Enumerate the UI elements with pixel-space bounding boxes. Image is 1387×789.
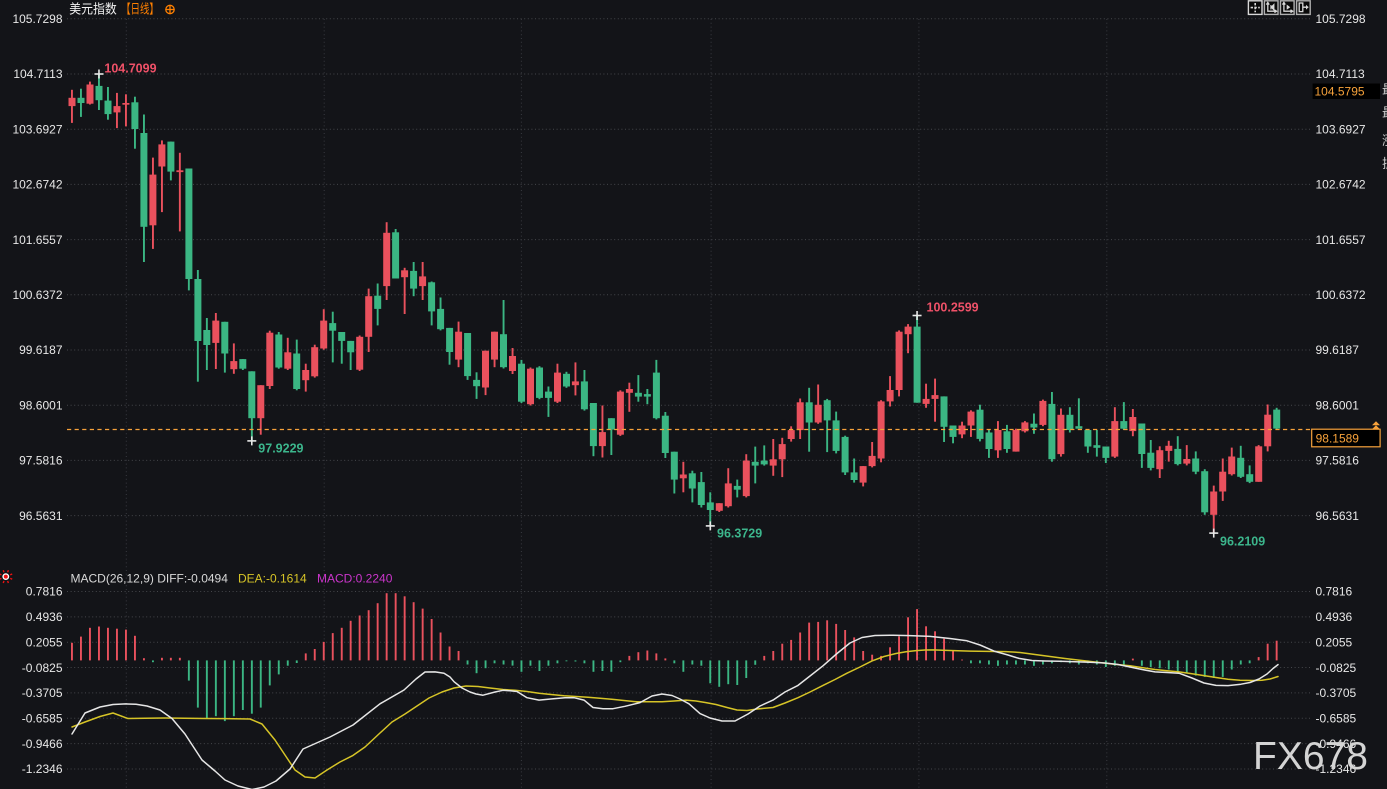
svg-text:0.7816: 0.7816 [1316,585,1353,599]
svg-text:96.3729: 96.3729 [717,527,762,541]
svg-text:0.2055: 0.2055 [26,635,63,649]
svg-text:-0.6585: -0.6585 [22,712,63,726]
svg-text:0.7816: 0.7816 [26,585,63,599]
svg-text:最: 最 [1382,82,1387,97]
svg-text:MACD:0.2240: MACD:0.2240 [317,572,393,586]
svg-text:96.5631: 96.5631 [19,509,63,523]
svg-text:105.7298: 105.7298 [12,12,62,26]
svg-text:98.1589: 98.1589 [1316,431,1360,445]
svg-text:100.6372: 100.6372 [12,288,62,302]
svg-text:振: 振 [1382,156,1387,171]
svg-text:MACD(26,12,9) DIFF:-0.0494: MACD(26,12,9) DIFF:-0.0494 [71,572,229,586]
svg-text:【日线】: 【日线】 [121,2,158,17]
svg-text:96.5631: 96.5631 [1316,509,1360,523]
svg-text:-0.3705: -0.3705 [22,686,63,700]
svg-text:涨: 涨 [1382,133,1387,148]
svg-text:104.7113: 104.7113 [13,67,62,81]
svg-text:104.5795: 104.5795 [1315,85,1365,99]
svg-text:DEA:-0.1614: DEA:-0.1614 [238,572,307,586]
svg-text:-0.0825: -0.0825 [22,661,63,675]
svg-text:96.2109: 96.2109 [1220,535,1265,549]
svg-text:105.7298: 105.7298 [1316,12,1366,26]
svg-text:104.7099: 104.7099 [104,62,156,76]
svg-text:-0.9466: -0.9466 [22,737,63,751]
svg-text:0.4936: 0.4936 [1316,610,1353,624]
svg-text:97.5816: 97.5816 [19,454,63,468]
svg-text:99.6187: 99.6187 [1316,343,1360,357]
svg-text:99.6187: 99.6187 [19,343,63,357]
svg-text:102.6742: 102.6742 [12,178,62,192]
svg-text:103.6927: 103.6927 [12,122,62,136]
svg-text:最: 最 [1382,105,1387,120]
svg-text:100.2599: 100.2599 [927,301,979,315]
svg-text:101.6557: 101.6557 [12,233,62,247]
svg-text:98.6001: 98.6001 [1316,398,1360,412]
svg-text:98.6001: 98.6001 [19,398,63,412]
svg-text:-0.0825: -0.0825 [1316,661,1357,675]
svg-text:-1.2346: -1.2346 [1316,762,1357,776]
svg-text:FX678: FX678 [1253,735,1368,778]
svg-text:102.6742: 102.6742 [1316,178,1366,192]
svg-text:-0.9466: -0.9466 [1316,737,1357,751]
svg-text:97.5816: 97.5816 [1316,454,1360,468]
svg-text:0.2055: 0.2055 [1316,635,1353,649]
svg-text:美元指数: 美元指数 [69,2,117,17]
svg-text:-0.3705: -0.3705 [1316,686,1357,700]
svg-text:-0.6585: -0.6585 [1316,712,1357,726]
svg-text:0.4936: 0.4936 [26,610,63,624]
svg-text:101.6557: 101.6557 [1316,233,1366,247]
svg-text:103.6927: 103.6927 [1316,122,1366,136]
svg-text:97.9229: 97.9229 [258,442,303,456]
svg-text:100.6372: 100.6372 [1316,288,1366,302]
svg-text:-1.2346: -1.2346 [22,762,63,776]
svg-text:104.7113: 104.7113 [1316,67,1365,81]
